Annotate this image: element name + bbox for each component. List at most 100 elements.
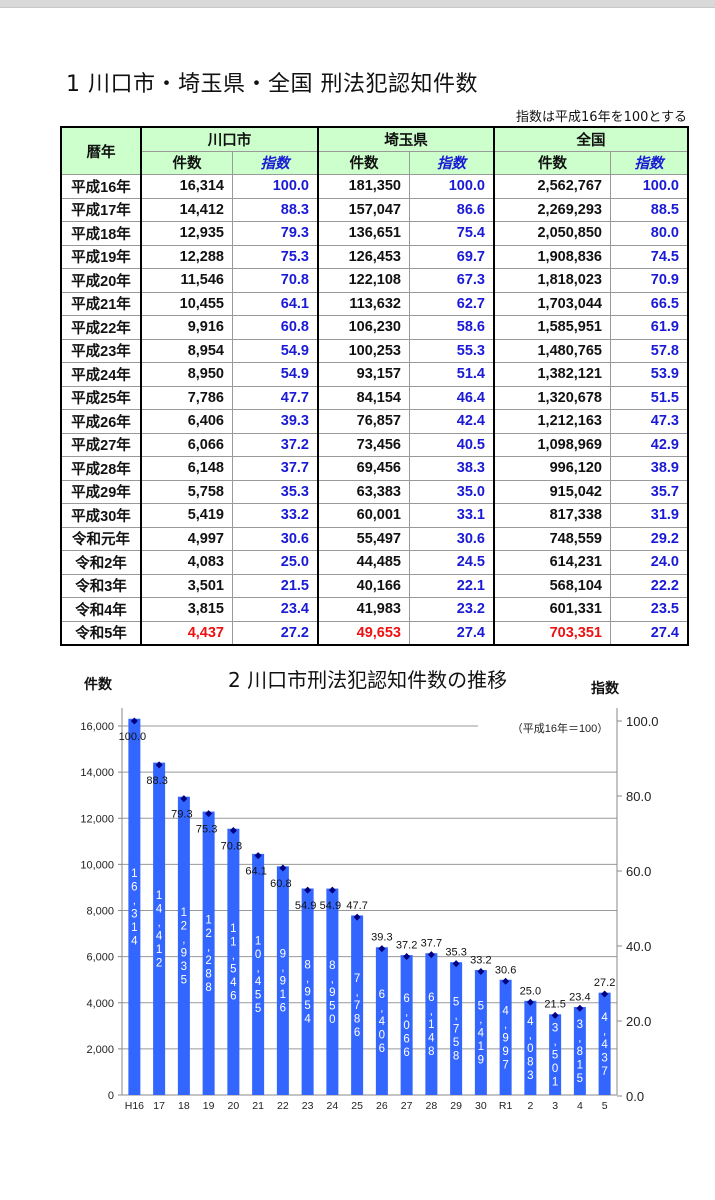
table-row: 令和4年 3,815 23.4 41,983 23.2 601,331 23.5	[60, 597, 689, 622]
saitama-index: 23.2	[409, 597, 495, 622]
national-count: 2,269,293	[493, 197, 611, 222]
table-row: 令和3年 3,501 21.5 40,166 22.1 568,104 22.2	[60, 573, 689, 598]
year-cell: 平成20年	[60, 268, 142, 293]
index-value-label: 70.8	[221, 841, 242, 853]
y2-tick-label: 20.0	[626, 1014, 651, 1029]
saitama-index: 24.5	[409, 550, 495, 575]
x-tick-label: 3	[552, 1100, 558, 1112]
x-tick-label: 29	[450, 1100, 462, 1112]
national-count: 915,042	[493, 479, 611, 504]
national-index: 80.0	[610, 221, 689, 246]
table-row: 平成21年 10,455 64.1 113,632 62.7 1,703,044 66.5	[60, 291, 689, 316]
bar	[549, 1014, 562, 1095]
kawaguchi-count: 5,419	[140, 503, 233, 528]
bar	[177, 796, 190, 1095]
year-cell: 平成26年	[60, 409, 142, 434]
kawaguchi-index: 100.0	[232, 174, 319, 199]
kawaguchi-index: 75.3	[232, 244, 319, 269]
year-cell: 平成23年	[60, 338, 142, 363]
bar	[153, 762, 166, 1095]
bar	[128, 718, 141, 1095]
national-index: 70.9	[610, 268, 689, 293]
national-count: 1,212,163	[493, 409, 611, 434]
national-count: 601,331	[493, 597, 611, 622]
index-value-label: 54.9	[295, 900, 316, 912]
national-count: 1,098,969	[493, 432, 611, 457]
saitama-index: 62.7	[409, 291, 495, 316]
bar	[351, 915, 364, 1095]
y-tick-label: 8,000	[86, 906, 114, 918]
table-row: 平成22年 9,916 60.8 106,230 58.6 1,585,951 61.9	[60, 315, 689, 340]
saitama-index: 100.0	[409, 174, 495, 199]
saitama-index: 51.4	[409, 362, 495, 387]
saitama-count: 157,047	[317, 197, 410, 222]
national-index: 57.8	[610, 338, 689, 363]
x-tick-label: 20	[228, 1100, 240, 1112]
saitama-index: 27.4	[409, 620, 495, 646]
national-index: 31.9	[610, 503, 689, 528]
kawaguchi-count: 16,314	[140, 174, 233, 199]
kawaguchi-index: 54.9	[232, 338, 319, 363]
table-row: 平成26年 6,406 39.3 76,857 42.4 1,212,163 47.3	[60, 409, 689, 434]
kawaguchi-count: 9,916	[140, 315, 233, 340]
index-value-label: 33.2	[470, 955, 491, 967]
year-cell: 平成18年	[60, 221, 142, 246]
x-tick-label: 23	[302, 1100, 314, 1112]
index-marker	[378, 945, 386, 953]
national-count: 2,562,767	[493, 174, 611, 199]
kawaguchi-index: 79.3	[232, 221, 319, 246]
national-index: 47.3	[610, 409, 689, 434]
top-status-bar	[0, 0, 715, 8]
y-tick-label: 16,000	[80, 721, 114, 733]
index-marker	[526, 998, 534, 1006]
section1-title: 1 川口市・埼玉県・全国 刑法犯認知件数	[66, 72, 478, 97]
index-marker	[279, 864, 287, 872]
crime-stats-table: 暦年 川口市 埼玉県 全国 件数 指数 件数 指数 件数 指数 平成16年 16,…	[60, 126, 689, 646]
national-count: 1,818,023	[493, 268, 611, 293]
bar	[400, 955, 413, 1095]
chart-title: 2 川口市刑法犯認知件数の推移	[228, 668, 508, 692]
y-tick-label: 12,000	[80, 813, 114, 825]
kawaguchi-count: 10,455	[140, 291, 233, 316]
national-index: 24.0	[610, 550, 689, 575]
saitama-index: 69.7	[409, 244, 495, 269]
kawaguchi-index: 21.5	[232, 573, 319, 598]
national-count: 1,320,678	[493, 385, 611, 410]
saitama-count: 122,108	[317, 268, 410, 293]
saitama-count: 93,157	[317, 362, 410, 387]
header-index: 指数	[232, 150, 319, 175]
saitama-count: 106,230	[317, 315, 410, 340]
kawaguchi-count: 4,437	[140, 620, 233, 646]
saitama-index: 46.4	[409, 385, 495, 410]
table-row: 令和元年 4,997 30.6 55,497 30.6 748,559 29.2	[60, 526, 689, 551]
header-year: 暦年	[60, 126, 142, 175]
saitama-count: 76,857	[317, 409, 410, 434]
national-index: 35.7	[610, 479, 689, 504]
saitama-index: 38.3	[409, 456, 495, 481]
table-row: 平成20年 11,546 70.8 122,108 67.3 1,818,023 70.9	[60, 268, 689, 293]
saitama-index: 30.6	[409, 526, 495, 551]
national-count: 2,050,850	[493, 221, 611, 246]
bar	[524, 1000, 537, 1095]
kawaguchi-count: 12,935	[140, 221, 233, 246]
kawaguchi-index: 23.4	[232, 597, 319, 622]
year-cell: 令和3年	[60, 573, 142, 598]
saitama-index: 33.1	[409, 503, 495, 528]
kawaguchi-count: 3,815	[140, 597, 233, 622]
national-index: 29.2	[610, 526, 689, 551]
index-marker	[477, 968, 485, 975]
national-index: 53.9	[610, 362, 689, 387]
bar	[227, 828, 240, 1095]
x-tick-label: 5	[602, 1100, 608, 1112]
kawaguchi-index: 88.3	[232, 197, 319, 222]
kawaguchi-count: 4,997	[140, 526, 233, 551]
y2-tick-label: 0.0	[626, 1089, 644, 1104]
header-national: 全国	[493, 126, 689, 152]
saitama-index: 55.3	[409, 338, 495, 363]
